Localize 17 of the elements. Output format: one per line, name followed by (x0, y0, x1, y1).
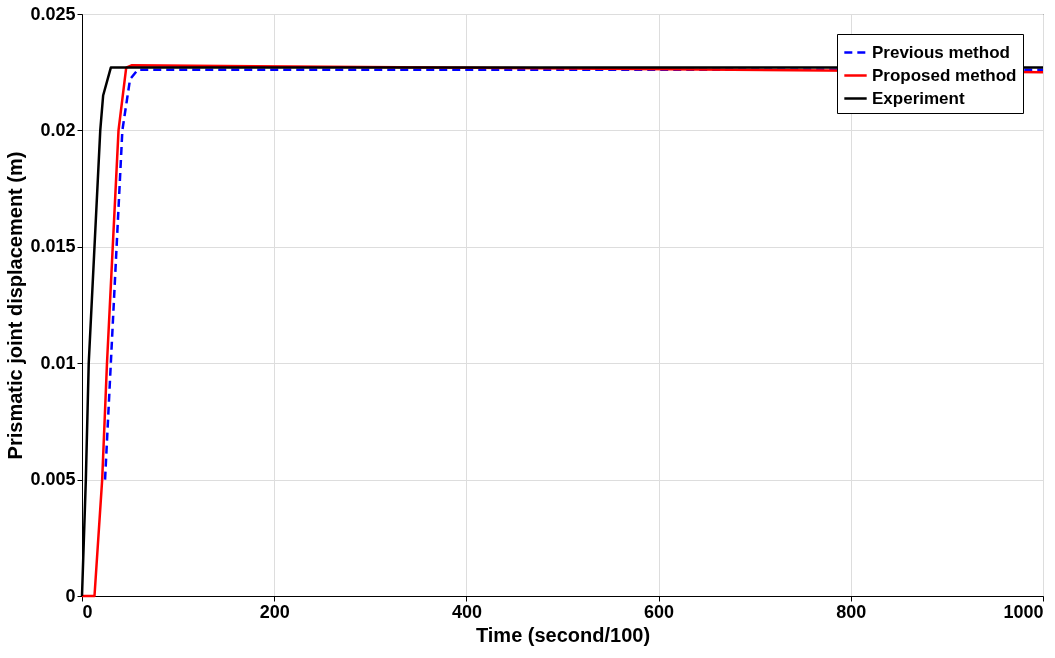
x-tick-label: 800 (836, 601, 867, 622)
legend-label: Proposed method (872, 65, 1017, 85)
y-tick-label: 0.025 (30, 3, 76, 24)
x-tick-label: 600 (644, 601, 675, 622)
x-tick-label: 200 (259, 601, 290, 622)
y-tick-label: 0.01 (40, 352, 76, 373)
x-tick-label: 400 (451, 601, 482, 622)
x-tick-label: 1000 (1003, 601, 1044, 622)
x-tick-label: 0 (82, 601, 93, 622)
y-tick-label: 0.015 (30, 236, 76, 257)
x-axis-title: Time (second/100) (475, 623, 651, 646)
legend-label: Previous method (872, 42, 1010, 62)
y-tick-label: 0 (65, 585, 76, 606)
y-tick-label: 0.005 (30, 469, 76, 490)
y-axis-title: Prismatic joint displacement (m) (4, 151, 27, 460)
y-tick-label: 0.02 (40, 119, 76, 140)
legend-label: Experiment (872, 88, 965, 108)
